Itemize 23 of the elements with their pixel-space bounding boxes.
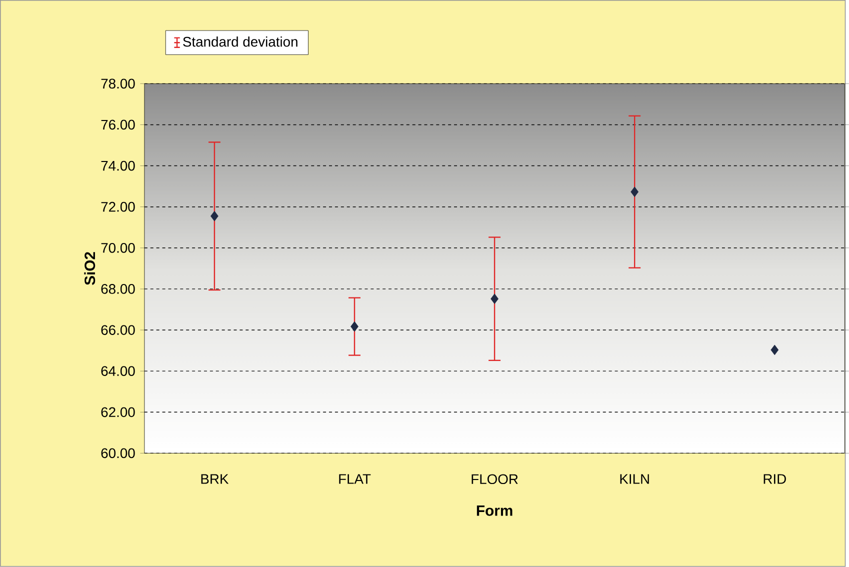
x-tick-label: RID [764, 474, 786, 484]
y-tick-label: 68.00 [101, 284, 135, 294]
x-tick-label: FLOOR [472, 474, 518, 484]
y-axis-title: SiO2 [84, 252, 96, 286]
x-tick-label: FLAT [339, 474, 371, 484]
y-tick-label: 74.00 [101, 160, 135, 171]
x-tick-label: BRK [201, 474, 229, 484]
point [490, 294, 498, 304]
point [630, 186, 639, 198]
point [350, 321, 358, 332]
y-tick-label: 66.00 [101, 325, 135, 336]
y-tick-label: 64.00 [101, 366, 135, 376]
y-tick-label: 70.00 [101, 243, 135, 253]
y-tick-label: 62.00 [101, 407, 135, 418]
point [210, 211, 218, 222]
y-tick-label: 72.00 [101, 202, 135, 212]
y-tick-label: 60.00 [101, 448, 135, 458]
y-tick-label: 78.00 [101, 78, 135, 89]
x-tick-label: KILN [620, 474, 649, 484]
x-axis-title: Form [476, 506, 512, 516]
y-tick-label: 76.00 [101, 120, 135, 130]
text: Standard deviation [183, 36, 298, 47]
point [770, 344, 779, 356]
